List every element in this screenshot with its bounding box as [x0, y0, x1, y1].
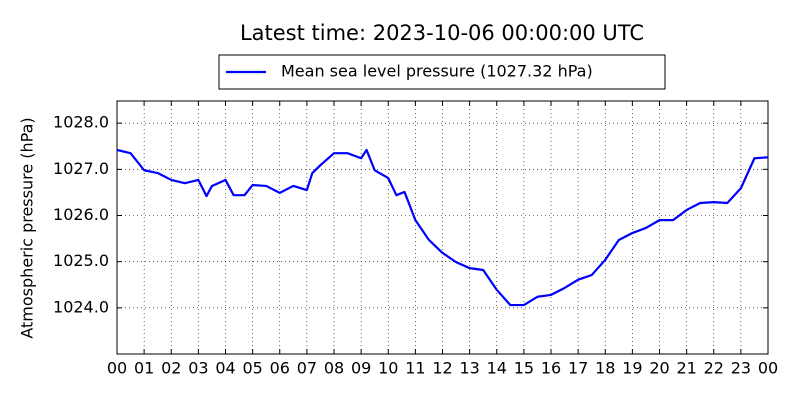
x-tick-label: 17	[568, 359, 588, 378]
x-tick-label: 08	[324, 359, 344, 378]
x-tick-label: 16	[541, 359, 561, 378]
y-tick-label: 1025.0	[53, 251, 109, 270]
x-tick-label: 19	[622, 359, 642, 378]
x-tick-label: 06	[270, 359, 290, 378]
x-tick-label: 09	[351, 359, 371, 378]
x-tick-label: 02	[161, 359, 181, 378]
x-tick-label: 11	[405, 359, 425, 378]
x-tick-label: 00	[758, 359, 778, 378]
y-tick-label: 1027.0	[53, 159, 109, 178]
x-tick-label: 00	[107, 359, 127, 378]
x-tick-label: 04	[215, 359, 235, 378]
legend-label: Mean sea level pressure (1027.32 hPa)	[281, 62, 593, 81]
plot-frame	[116, 100, 769, 355]
x-tick-label: 20	[649, 359, 669, 378]
x-tick-label: 12	[432, 359, 452, 378]
x-tick-label: 10	[378, 359, 398, 378]
chart-title: Latest time: 2023-10-06 00:00:00 UTC	[240, 21, 644, 45]
x-tick-label: 03	[188, 359, 208, 378]
x-tick-label: 21	[676, 359, 696, 378]
data-line	[116, 148, 769, 307]
y-tick-label: 1028.0	[53, 113, 109, 132]
legend-box	[218, 54, 666, 90]
x-tick-label: 23	[731, 359, 751, 378]
y-axis-label: Atmospheric pressure (hPa)	[18, 117, 37, 338]
x-tick-label: 18	[595, 359, 615, 378]
x-tick-label: 07	[297, 359, 317, 378]
x-tick-label: 14	[487, 359, 507, 378]
y-tick-label: 1026.0	[53, 205, 109, 224]
x-tick-label: 15	[514, 359, 534, 378]
x-tick-label: 13	[459, 359, 479, 378]
x-tick-label: 22	[704, 359, 724, 378]
x-tick-label: 01	[134, 359, 154, 378]
x-tick-label: 05	[242, 359, 262, 378]
y-tick-label: 1024.0	[53, 297, 109, 316]
